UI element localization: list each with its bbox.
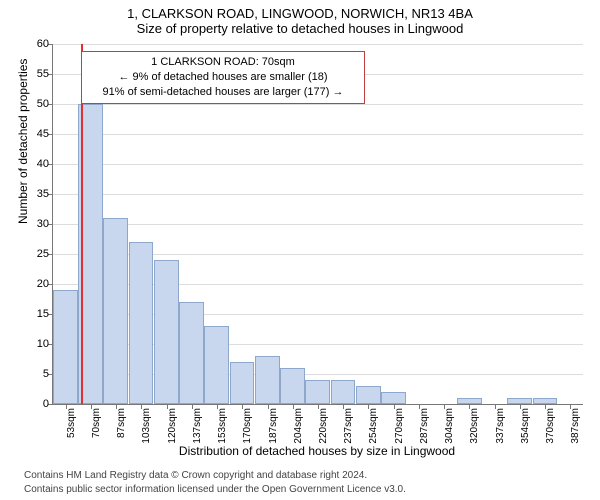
annotation-box: 1 CLARKSON ROAD: 70sqm← 9% of detached h… (81, 51, 365, 104)
bar (331, 380, 356, 404)
y-tick-label: 5 (19, 368, 49, 380)
gridline (53, 194, 583, 195)
y-tick-label: 55 (19, 68, 49, 80)
y-tick-label: 15 (19, 308, 49, 320)
x-tick-label: 287sqm (419, 408, 430, 448)
y-tick-label: 40 (19, 158, 49, 170)
x-tick-label: 370sqm (545, 408, 556, 448)
x-tick-label: 53sqm (66, 408, 77, 448)
bar (255, 356, 280, 404)
bar (356, 386, 381, 404)
x-tick-label: 320sqm (469, 408, 480, 448)
x-tick-label: 137sqm (192, 408, 203, 448)
x-tick-label: 220sqm (318, 408, 329, 448)
gridline (53, 134, 583, 135)
gridline (53, 104, 583, 105)
y-tick-label: 50 (19, 98, 49, 110)
x-tick-label: 304sqm (444, 408, 455, 448)
bar (53, 290, 78, 404)
gridline (53, 44, 583, 45)
bar (204, 326, 229, 404)
gridline (53, 164, 583, 165)
x-tick-label: 70sqm (91, 408, 102, 448)
annotation-line: ← 9% of detached houses are smaller (18) (88, 70, 358, 85)
x-tick-label: 87sqm (116, 408, 127, 448)
y-tick-label: 20 (19, 278, 49, 290)
annotation-line: 91% of semi-detached houses are larger (… (88, 85, 358, 100)
bar (381, 392, 406, 404)
x-tick-label: 120sqm (167, 408, 178, 448)
x-tick-label: 204sqm (293, 408, 304, 448)
x-tick-label: 387sqm (570, 408, 581, 448)
x-tick-label: 237sqm (343, 408, 354, 448)
x-axis-title: Distribution of detached houses by size … (52, 444, 582, 458)
chart-title-sub: Size of property relative to detached ho… (0, 21, 600, 36)
bar (129, 242, 154, 404)
caption-line-1: Contains HM Land Registry data © Crown c… (24, 470, 367, 481)
caption: Contains HM Land Registry data © Crown c… (24, 469, 576, 496)
bar (103, 218, 128, 404)
y-tick-label: 45 (19, 128, 49, 140)
bar (230, 362, 255, 404)
bar (154, 260, 179, 404)
x-tick-label: 254sqm (368, 408, 379, 448)
x-tick-label: 187sqm (268, 408, 279, 448)
bar (280, 368, 305, 404)
chart-title-main: 1, CLARKSON ROAD, LINGWOOD, NORWICH, NR1… (0, 0, 600, 21)
y-tick-label: 30 (19, 218, 49, 230)
plot-inner: 05101520253035404550556053sqm70sqm87sqm1… (52, 44, 583, 405)
y-tick-label: 35 (19, 188, 49, 200)
annotation-line: 1 CLARKSON ROAD: 70sqm (88, 55, 358, 70)
x-tick-label: 270sqm (394, 408, 405, 448)
y-tick-label: 25 (19, 248, 49, 260)
x-tick-label: 337sqm (495, 408, 506, 448)
caption-line-2: Contains public sector information licen… (24, 484, 406, 495)
x-tick-label: 170sqm (242, 408, 253, 448)
plot-area: 05101520253035404550556053sqm70sqm87sqm1… (52, 44, 582, 404)
y-tick-label: 60 (19, 38, 49, 50)
x-tick-label: 354sqm (520, 408, 531, 448)
x-tick-label: 103sqm (141, 408, 152, 448)
chart-container: 1, CLARKSON ROAD, LINGWOOD, NORWICH, NR1… (0, 0, 600, 500)
gridline (53, 224, 583, 225)
x-tick-label: 153sqm (217, 408, 228, 448)
y-tick-label: 0 (19, 398, 49, 410)
bar (305, 380, 330, 404)
y-tick-label: 10 (19, 338, 49, 350)
bar (179, 302, 204, 404)
